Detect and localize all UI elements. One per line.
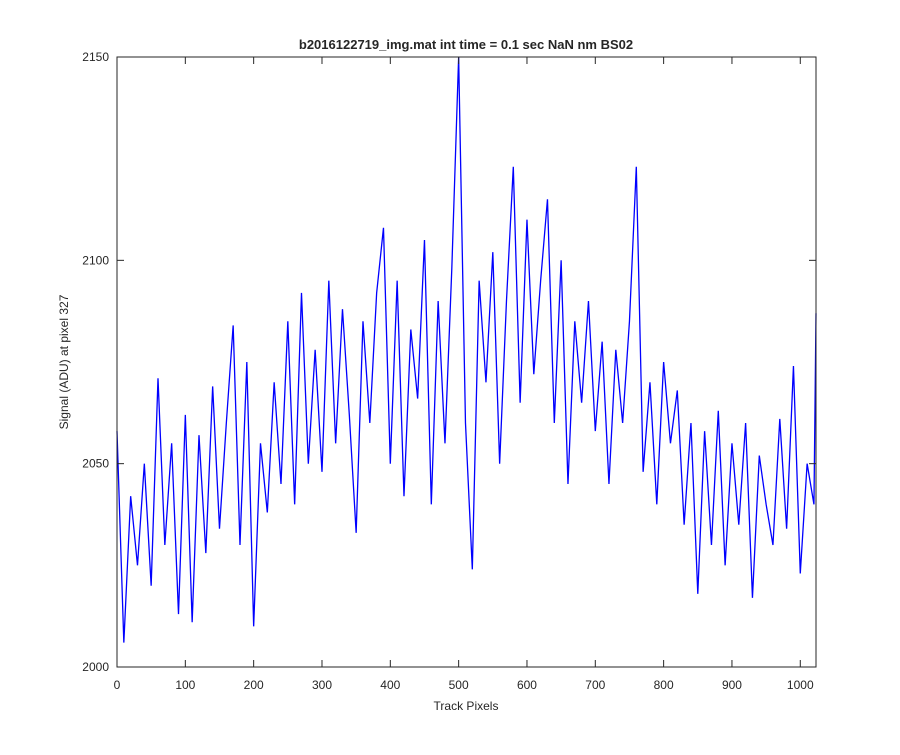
y-tick-label: 2150 bbox=[82, 50, 109, 64]
axes-box bbox=[116, 56, 817, 668]
x-axis-label: Track Pixels bbox=[434, 699, 499, 713]
chart-title: b2016122719_img.mat int time = 0.1 sec N… bbox=[299, 37, 633, 52]
y-tick-label: 2050 bbox=[82, 457, 109, 471]
x-tick-label: 800 bbox=[654, 678, 674, 692]
x-tick-label: 900 bbox=[722, 678, 742, 692]
x-tick-label: 400 bbox=[380, 678, 400, 692]
plot-area bbox=[117, 57, 816, 667]
x-tick-label: 200 bbox=[244, 678, 264, 692]
x-tick-label: 100 bbox=[175, 678, 195, 692]
x-tick-label: 300 bbox=[312, 678, 332, 692]
y-axis-label: Signal (ADU) at pixel 327 bbox=[57, 294, 71, 429]
x-tick-label: 600 bbox=[517, 678, 537, 692]
x-tick-label: 500 bbox=[449, 678, 469, 692]
y-tick-label: 2100 bbox=[82, 253, 109, 267]
x-tick-label: 0 bbox=[114, 678, 121, 692]
data-line bbox=[116, 56, 817, 643]
y-tick-label: 2000 bbox=[82, 660, 109, 674]
x-tick-label: 700 bbox=[585, 678, 605, 692]
x-tick-label: 1000 bbox=[787, 678, 814, 692]
